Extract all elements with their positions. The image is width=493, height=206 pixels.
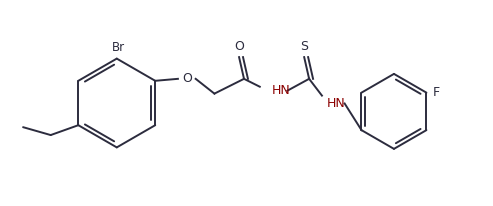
Text: HN: HN [272,84,290,97]
Text: Br: Br [112,41,125,54]
Text: F: F [432,86,439,99]
Text: S: S [300,40,308,53]
Text: O: O [234,40,244,53]
Text: O: O [182,72,192,85]
Text: HN: HN [327,97,346,110]
